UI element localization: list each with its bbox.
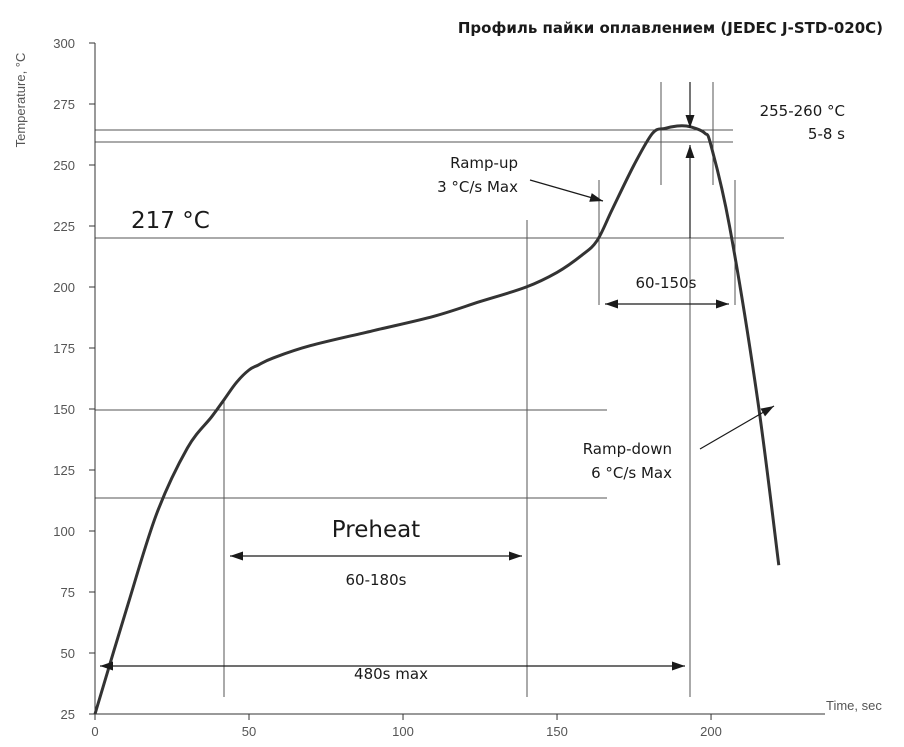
y-tick-label: 175 (53, 341, 75, 356)
ramp-up-label: Ramp-up (450, 154, 518, 172)
preheat-span-arrow-tail (230, 551, 243, 561)
annotation-arrows (100, 82, 775, 671)
peak-time-label: 5-8 s (808, 125, 845, 143)
ramp-down-arrow (699, 405, 775, 450)
y-tick-label: 50 (61, 646, 75, 661)
ramp-up-rate-label: 3 °C/s Max (437, 178, 518, 196)
liquidus-label: 217 °C (131, 208, 210, 234)
total-time-label: 480s max (354, 665, 428, 683)
y-tick-label: 25 (61, 707, 75, 722)
peak-temp-label: 255-260 °C (760, 102, 845, 120)
preheat-time-label: 60-180s (346, 571, 407, 589)
y-tick-label: 150 (53, 402, 75, 417)
ramp-down-arrow-head (760, 406, 774, 417)
x-tick-label: 0 (91, 724, 98, 739)
y-tick-label: 125 (53, 463, 75, 478)
y-tick-label: 300 (53, 36, 75, 51)
series-line (93, 124, 781, 715)
x-tick-label: 100 (392, 724, 414, 739)
reflow-time-label: 60-150s (636, 274, 697, 292)
x-tick-label: 50 (242, 724, 256, 739)
y-tick-label: 75 (61, 585, 75, 600)
guide-lines (95, 82, 784, 697)
reflow-span-arrow-tail (605, 299, 618, 309)
axes: 25 50 75 100 125 150 175 200 225 250 275 300 0 50 100 1… (53, 36, 825, 739)
ramp-down-label: Ramp-down (583, 440, 672, 458)
total-time-arrow-tail (100, 661, 113, 671)
reflow-span-arrow-head (716, 299, 729, 309)
y-tick-label: 250 (53, 158, 75, 173)
ramp-up-arrow-head (589, 193, 603, 202)
x-tick-label: 150 (546, 724, 568, 739)
total-time-arrow-head (672, 661, 685, 671)
ramp-down-rate-label: 6 °C/s Max (591, 464, 672, 482)
x-axis-label: Time, sec (826, 698, 882, 713)
peak-down-arrow-head (685, 115, 695, 128)
preheat-label: Preheat (332, 517, 420, 543)
preheat-span-arrow-head (509, 551, 522, 561)
peak-up-arrow-head (685, 145, 695, 158)
y-tick-label: 275 (53, 97, 75, 112)
y-tick-label: 225 (53, 219, 75, 234)
y-axis-label: Temperature, °C (13, 53, 28, 148)
y-tick-label: 200 (53, 280, 75, 295)
y-tick-label: 100 (53, 524, 75, 539)
x-tick-label: 200 (700, 724, 722, 739)
chart-title: Профиль пайки оплавлением (JEDEC J-STD-0… (458, 19, 883, 37)
